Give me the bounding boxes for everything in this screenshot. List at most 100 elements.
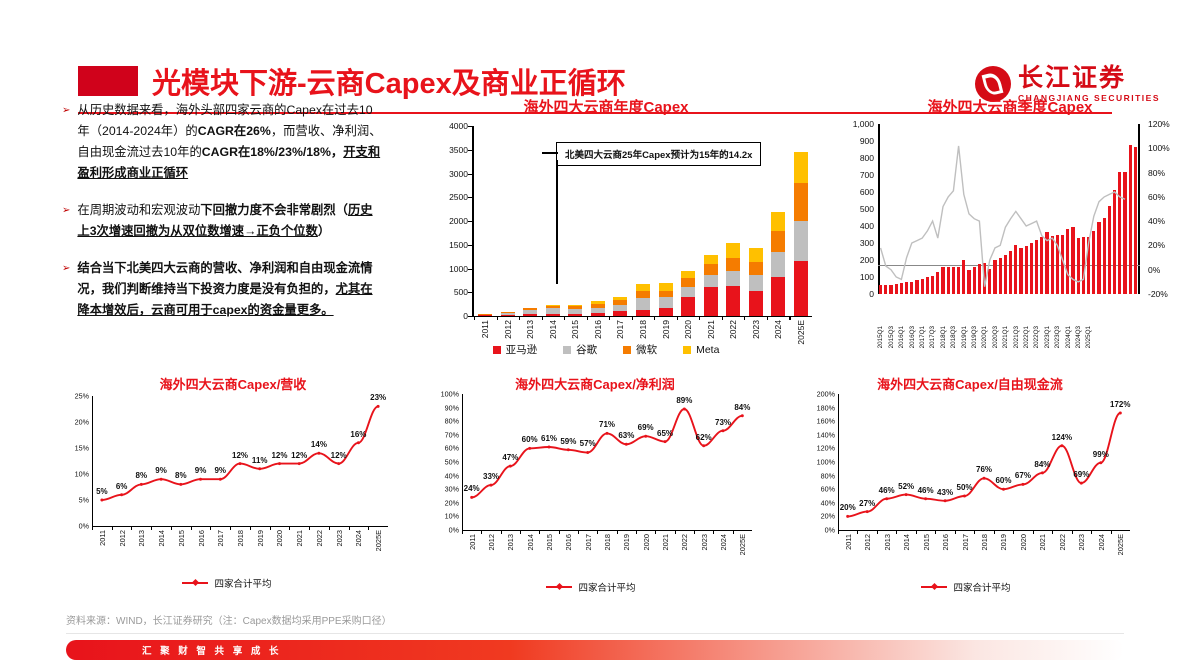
capex_fcf-x-tick: 2018 [980, 534, 989, 551]
annual-bar-segment [726, 285, 741, 316]
annual-x-tick: 2013 [525, 320, 536, 339]
quarterly-bar [915, 280, 919, 294]
header-divider [78, 112, 1112, 114]
annual-bar-segment [568, 309, 583, 314]
annual-bar-segment [590, 301, 605, 304]
quarterly-x-tick: 2015Q3 [887, 326, 895, 349]
capex_netprofit-y-tick: 90% [444, 403, 459, 413]
capex_fcf-x-tick: 2017 [960, 534, 970, 551]
capex_fcf-x-tick: 2016 [941, 534, 951, 551]
capex_fcf-data-label: 67% [1014, 471, 1031, 481]
quarterly-bar [1107, 205, 1112, 294]
quarterly-y-tick: 800 [859, 153, 874, 163]
capex_netprofit-x-tickmark [481, 530, 483, 534]
annual-x-tick: 2012 [502, 320, 513, 339]
capex_fcf-y-tick: 80% [820, 471, 835, 481]
quarterly-bar [1128, 144, 1132, 294]
annual-bars: 2011 2012 2013 2014 2015 2016 2017 2018 2019 2020… [474, 126, 812, 345]
annual-bar-column [500, 311, 515, 316]
annual-bar-column [478, 313, 493, 316]
quarterly-bar [941, 267, 945, 294]
footer-divider [66, 633, 1124, 634]
capex-revenue-plot: 0% 5% 10% 15% 20% 25% 5% 6% 8% 9% 8% 9% 9% 12% 11% 12% 1… [75, 392, 388, 590]
capex_netprofit-x-tickmark [578, 530, 579, 534]
capex_netprofit-x-tick: 2020 [641, 534, 651, 551]
quarterly-bar [1086, 237, 1091, 294]
bullet-segment: ） [317, 224, 331, 238]
annual-y-tick: 3500 [449, 144, 468, 155]
quarterly-bar [1040, 236, 1044, 294]
capex_revenue-x-tick: 2018 [236, 530, 245, 547]
quarterly-bar [930, 276, 935, 294]
quarterly-growth-line [879, 145, 1126, 287]
capex_netprofit-data-label: 60% [521, 435, 538, 445]
capex_netprofit-y-tick: 0% [448, 525, 459, 535]
capex_netprofit-axis-horizontal [462, 530, 752, 532]
quarterly-y2-tick: -20% [1148, 289, 1168, 299]
capex_revenue-data-label: 12% [231, 450, 249, 460]
annual-x-tick: 2024 [773, 320, 784, 339]
quarterly-x-tick: 2020Q1 [981, 326, 989, 349]
capex_netprofit-y-tick: 30% [444, 484, 459, 494]
bullet-marker-icon: ➢ [62, 105, 71, 116]
annual-bar-column [613, 297, 628, 316]
annual-y-tickmark [468, 197, 473, 199]
company-logo: 长江证券 CHANGJIANG SECURITIES [974, 60, 1160, 108]
capex_revenue-x-tick: 2016 [196, 530, 206, 547]
bullet-item: ➢ 结合当下北美四大云商的营收、净利润和自由现金流情况，我们判断维持当下投资力度是… [62, 258, 382, 321]
annual-bar-segment [636, 297, 650, 310]
annual-y-axis: 0 500 1000 1500 2000 2500 3000 3500 4000 [432, 121, 472, 321]
capex_revenue-x-tick: 2022 [314, 530, 324, 547]
annual-bar-segment [748, 261, 763, 276]
annual-bar-column [658, 283, 673, 316]
annual-bar-segment [748, 248, 763, 262]
capex_netprofit-data-label: 63% [618, 431, 635, 441]
quarterly-x-tick: 2019Q3 [971, 326, 978, 349]
annual-legend-label: 微软 [636, 344, 658, 356]
capex_netprofit-x-tickmark [636, 530, 637, 534]
capex_netprofit-y-tick: 100% [440, 389, 459, 399]
capex_revenue-x-tick: 2012 [117, 530, 127, 547]
capex_netprofit-y-tick: 20% [444, 498, 459, 508]
capex_netprofit-data-label: 84% [734, 402, 751, 412]
capex_fcf-data-label: 27% [859, 498, 876, 508]
capex_fcf-x-tick: 2023 [1077, 534, 1087, 551]
capex_fcf-x-tick: 2012 [863, 534, 873, 551]
capex_netprofit-x-tickmark [674, 530, 676, 534]
capex_netprofit-x-tick: 2013 [506, 534, 516, 551]
quarterly-bar [977, 263, 982, 294]
capex_netprofit-x-tick: 2017 [583, 534, 593, 551]
capex_netprofit-data-label: 24% [463, 484, 480, 494]
quarterly-x-tick: 2022Q1 [1023, 326, 1030, 349]
capex_fcf-x-axis: 2011 2012 2013 2014 2015 2016 2017 2018 2019 2020… [838, 534, 1130, 574]
annual-y-tick: 2000 [449, 216, 468, 226]
annual-x-tickmark [789, 316, 791, 320]
quarterly-bar [1050, 235, 1054, 294]
capex_fcf-data-label: 99% [1092, 449, 1109, 459]
capex_fcf-x-tick: 2020 [1018, 534, 1028, 551]
annual-bar-segment [681, 297, 696, 316]
quarterly-bar [1112, 190, 1117, 294]
annual-bar-segment [500, 312, 515, 314]
capex_netprofit-x-tick: 2019 [622, 534, 632, 551]
quarterly-y-tick: 0 [869, 289, 874, 299]
annual-x-tick: 2017 [615, 320, 626, 339]
capex_fcf-x-tickmark [1110, 530, 1112, 534]
quarterly-bar [1102, 218, 1106, 294]
capex_netprofit-x-tick: 2011 [467, 534, 477, 550]
quarterly-bar [1045, 232, 1049, 294]
annual-bar-segment [703, 254, 718, 265]
annual-bar-segment [681, 278, 696, 287]
annual-y-tick: 2500 [449, 192, 468, 203]
annual-x-tickmark [564, 316, 566, 320]
capex_fcf-data-label: 52% [898, 481, 915, 491]
capex_netprofit-x-tick: 2025E [738, 534, 748, 556]
capex_netprofit-data-label: 71% [598, 420, 616, 430]
capex_revenue-x-tickmark [111, 526, 113, 530]
capex_netprofit-y-tick: 10% [444, 511, 459, 521]
capex_fcf-x-tick: 2025E [1116, 534, 1126, 556]
legend-line-swatch [921, 586, 948, 588]
quarterly-x-tick: 2023Q3 [1054, 326, 1062, 349]
annual-bar-segment [545, 305, 560, 309]
quarterly-x-tick: 2021Q3 [1012, 326, 1020, 349]
